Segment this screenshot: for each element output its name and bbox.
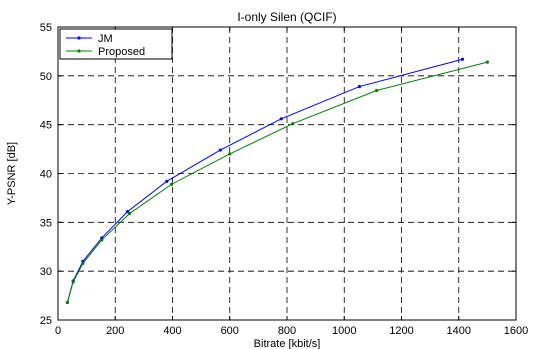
legend-marker — [77, 36, 81, 40]
x-tick-label: 1000 — [332, 325, 356, 337]
data-point — [170, 182, 174, 186]
data-point — [125, 209, 130, 214]
data-point — [228, 152, 232, 156]
data-point — [218, 148, 222, 152]
data-point — [71, 280, 75, 284]
legend-box — [59, 28, 173, 60]
data-point — [65, 300, 70, 305]
series-line — [66, 61, 488, 303]
data-point — [357, 84, 362, 89]
y-tick-label: 25 — [40, 315, 52, 327]
x-tick-label: 600 — [221, 325, 239, 337]
x-tick-label: 1200 — [389, 325, 413, 337]
y-tick-label: 55 — [40, 22, 52, 34]
x-axis-title: Bitrate [kbit/s] — [254, 338, 321, 349]
y-axis-title: Y-PSNR [dB] — [6, 142, 18, 205]
series-jm — [65, 57, 465, 305]
legend-marker — [77, 49, 81, 53]
legend-label: Proposed — [98, 46, 145, 58]
x-tick-label: 400 — [163, 325, 181, 337]
series-layer — [65, 57, 489, 305]
series-line — [66, 58, 463, 303]
x-tick-label: 0 — [55, 325, 61, 337]
y-tick-label: 30 — [40, 266, 52, 278]
series-proposed — [65, 60, 489, 305]
legend-label: JM — [98, 33, 113, 45]
y-tick-label: 45 — [40, 120, 52, 132]
data-point — [485, 60, 489, 64]
x-tick-label: 1600 — [504, 325, 528, 337]
data-point — [279, 117, 283, 121]
data-point — [165, 179, 169, 183]
x-tick-label: 800 — [278, 325, 296, 337]
x-tick-label: 1400 — [447, 325, 471, 337]
data-point — [81, 261, 85, 265]
chart-title: I-only Silen (QCIF) — [237, 10, 336, 24]
data-point — [460, 57, 465, 61]
x-tick-label: 200 — [106, 325, 124, 337]
grid — [58, 27, 516, 320]
data-point — [291, 122, 295, 126]
y-tick-label: 50 — [40, 71, 52, 83]
y-tick-label: 35 — [40, 217, 52, 229]
data-point — [127, 211, 132, 216]
data-point — [100, 238, 104, 242]
ticks: 0 200 400 600 800 1000 1200 1400 1600 25 30 35 40 45 5… — [40, 22, 528, 337]
y-tick-label: 40 — [40, 169, 52, 181]
data-point — [374, 88, 379, 93]
